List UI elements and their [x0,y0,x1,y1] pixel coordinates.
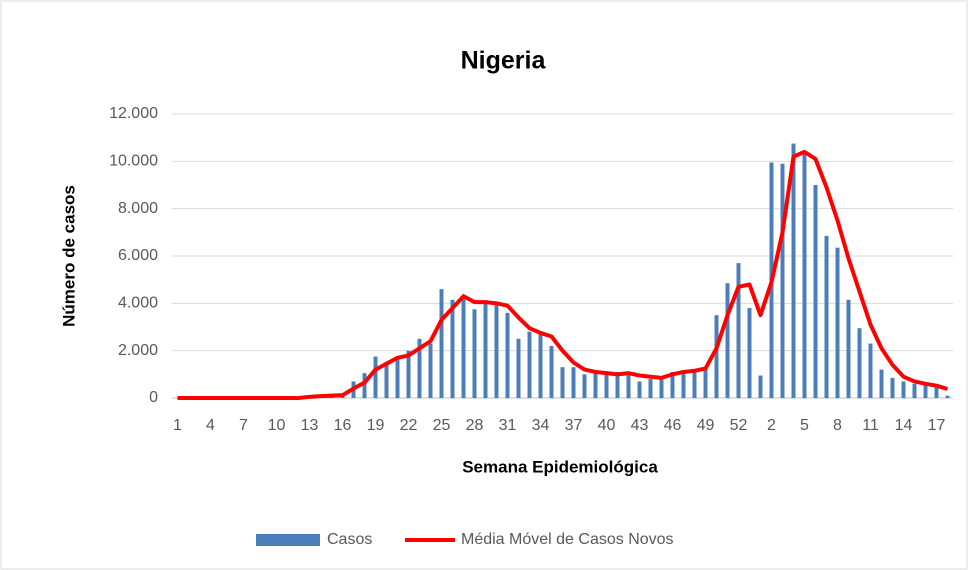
bar [824,235,829,398]
bar [461,296,466,398]
legend-label: Média Móvel de Casos Novos [461,531,674,548]
bar [912,383,917,398]
x-tick-label: 37 [565,417,583,434]
x-tick-label: 7 [239,417,248,434]
bar [494,303,499,398]
x-tick-label: 31 [499,417,517,434]
bar [417,338,422,398]
bar [516,338,521,398]
bar [725,283,730,398]
x-tick-label: 11 [862,417,879,434]
bar [560,367,565,398]
bar [373,356,378,398]
bar [472,309,477,398]
chart-title: Nigeria [461,47,547,75]
bar [659,376,664,398]
bar [571,367,576,398]
bar [593,371,598,398]
bar [901,381,906,398]
bar [406,350,411,398]
bar [835,247,840,398]
bar [890,377,895,398]
y-tick-label: 6.000 [118,247,158,264]
x-tick-label: 34 [532,417,550,434]
x-tick-label: 1 [173,417,182,434]
bar [362,373,367,398]
bar [692,369,697,398]
x-tick-label: 10 [268,417,286,434]
bar [549,345,554,398]
bar [791,143,796,398]
bar [747,308,752,398]
bar [626,371,631,398]
y-tick-label: 2.000 [118,342,158,359]
bar [483,300,488,398]
bar [604,374,609,398]
bar [582,374,587,398]
bar [934,386,939,398]
bar [395,357,400,398]
bar [923,384,928,398]
x-tick-label: 16 [334,417,352,434]
x-tick-label: 28 [466,417,484,434]
x-tick-label: 2 [767,417,776,434]
bar [681,371,686,398]
bar [637,381,642,398]
y-tick-label: 12.000 [109,105,158,122]
x-axis-title: Semana Epidemiológica [462,457,658,476]
bar [868,343,873,398]
bar [428,343,433,398]
y-tick-label: 4.000 [118,295,158,312]
x-tick-label: 13 [301,417,319,434]
bar [439,289,444,398]
x-tick-label: 40 [598,417,616,434]
bar [648,379,653,398]
bar [703,367,708,398]
x-tick-label: 19 [367,417,385,434]
x-tick-label: 5 [800,417,809,434]
bar [615,371,620,398]
x-tick-label: 52 [730,417,748,434]
y-tick-label: 0 [149,389,158,406]
bar [736,263,741,398]
bar [846,299,851,398]
bar [505,312,510,398]
x-tick-label: 17 [928,417,946,434]
legend-label: Casos [327,531,372,548]
bar [527,331,532,398]
bar [670,371,675,398]
legend-swatch [256,534,320,546]
x-tick-label: 22 [400,417,418,434]
x-tick-label: 4 [206,417,215,434]
bar [758,375,763,398]
bar [780,163,785,398]
x-tick-label: 46 [664,417,682,434]
y-axis-title: Número de casos [59,185,78,327]
y-tick-label: 8.000 [118,200,158,217]
line [177,149,949,400]
bar [945,395,950,398]
x-tick-label: 14 [895,417,913,434]
x-tick-label: 25 [433,417,451,434]
x-tick-label: 49 [697,417,715,434]
bar [714,315,719,398]
x-tick-label: 43 [631,417,649,434]
bar [813,185,818,398]
bar [879,369,884,398]
x-tick-label: 8 [833,417,842,434]
bar [538,334,543,398]
bar [857,328,862,398]
bar [384,362,389,398]
bar [802,151,807,398]
bar [450,299,455,398]
y-tick-label: 10.000 [109,153,158,170]
